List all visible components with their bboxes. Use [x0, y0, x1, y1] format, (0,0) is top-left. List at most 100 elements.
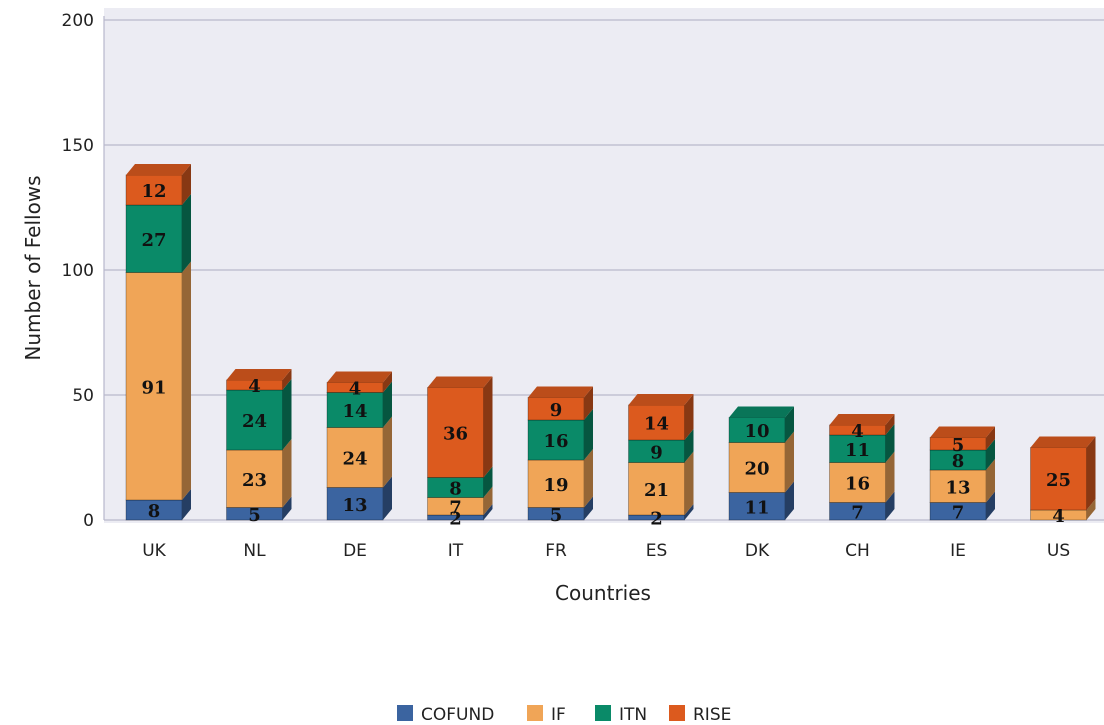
bar-side: [483, 466, 493, 498]
x-tick-labels: UK NL DE IT FR ES DK CH IE US: [142, 541, 1070, 561]
bar-side: [383, 371, 392, 393]
legend-item-itn: ITN: [595, 705, 647, 725]
y-tick-label: 200: [62, 11, 94, 31]
data-label: 4: [851, 421, 864, 442]
bar-nl-cofund: [226, 496, 292, 521]
bar-front: [326, 392, 384, 428]
bar-side: [885, 424, 895, 463]
bar-ch-if: [829, 451, 895, 503]
legend: COFUND IF ITN RISE: [397, 705, 731, 725]
bar-side: [986, 491, 995, 520]
bar-side: [885, 414, 895, 435]
legend-label: IF: [551, 705, 566, 725]
bar-ch-cofund: [829, 491, 895, 521]
legend-swatch: [397, 705, 413, 721]
bar-side: [785, 431, 794, 493]
bar-side: [383, 381, 392, 428]
data-label: 7: [952, 502, 965, 523]
data-label: 27: [141, 230, 166, 251]
legend-swatch: [595, 705, 611, 721]
data-label: 9: [650, 442, 663, 463]
bar-fr-rise: [527, 386, 593, 421]
x-tick-label: US: [1047, 541, 1070, 561]
bar-ch-itn: [829, 424, 895, 463]
bar-top: [1030, 436, 1096, 448]
data-label: 20: [744, 459, 769, 480]
y-tick-label: 150: [62, 136, 94, 156]
bar-de-cofund: [326, 476, 392, 521]
bar-top: [528, 386, 593, 398]
bar-side: [282, 379, 292, 450]
bar-nl-if: [226, 439, 292, 508]
bar-side: [483, 504, 493, 520]
data-label: 25: [1046, 470, 1071, 491]
bar-front: [929, 469, 987, 503]
bar-front: [326, 487, 384, 521]
x-tick-label: FR: [545, 541, 567, 561]
bar-us-rise: [1030, 436, 1096, 511]
bar-side: [885, 451, 895, 503]
bars: [125, 164, 1096, 521]
legend-label: RISE: [693, 705, 731, 725]
bar-top: [930, 426, 995, 438]
bar-side: [383, 476, 392, 520]
bar-front: [226, 389, 283, 451]
bar-uk-cofund: [125, 489, 191, 521]
y-tick-label: 100: [62, 261, 94, 281]
data-label: 21: [644, 480, 669, 501]
bar-side: [684, 451, 694, 515]
x-tick-label: ES: [646, 541, 668, 561]
bar-dk-itn: [728, 406, 794, 443]
legend-item-cofund: COFUND: [397, 705, 494, 725]
bar-es-itn: [628, 429, 694, 463]
x-tick-label: IE: [950, 541, 966, 561]
data-label: 4: [349, 379, 362, 400]
bar-top: [327, 371, 392, 383]
x-tick-label: IT: [448, 541, 464, 561]
bar-side: [584, 496, 593, 520]
legend-item-rise: RISE: [669, 705, 731, 725]
bar-ie-itn: [929, 439, 995, 471]
bar-es-if: [628, 451, 694, 516]
legend-item-if: IF: [527, 705, 566, 725]
data-label: 13: [945, 477, 970, 498]
data-label: 23: [242, 470, 267, 491]
bar-it-rise: [427, 376, 493, 478]
bar-front: [527, 419, 585, 461]
data-label: 12: [141, 181, 166, 202]
bar-side: [785, 481, 794, 520]
bar-fr-if: [527, 449, 593, 508]
bar-side: [684, 394, 694, 440]
data-label: 5: [550, 505, 563, 526]
data-label: 10: [744, 421, 769, 442]
bar-uk-if: [125, 261, 191, 501]
x-tick-label: UK: [142, 541, 166, 561]
data-label: 16: [543, 431, 568, 452]
bar-front: [829, 434, 886, 463]
legend-label: ITN: [619, 705, 647, 725]
bar-front: [527, 459, 585, 508]
data-label: 9: [550, 400, 563, 421]
bar-front: [125, 272, 183, 501]
data-label: 24: [342, 449, 367, 470]
data-label: 5: [248, 505, 261, 526]
bar-side: [483, 376, 493, 478]
bar-top: [628, 394, 694, 405]
y-tick-label: 0: [83, 511, 94, 531]
bar-fr-itn: [527, 409, 593, 461]
data-label: 8: [148, 501, 161, 522]
bar-side: [282, 369, 292, 390]
bar-it-itn: [427, 466, 493, 498]
bar-side: [182, 164, 191, 205]
data-label: 14: [342, 401, 367, 422]
bar-side: [584, 386, 593, 420]
bar-side: [282, 496, 292, 520]
bar-it-if: [427, 486, 493, 516]
bar-side: [785, 406, 794, 443]
bar-side: [986, 459, 995, 503]
bar-dk-if: [728, 431, 794, 493]
data-label: 14: [644, 414, 669, 435]
bar-front: [728, 442, 786, 493]
bar-side: [584, 449, 593, 508]
